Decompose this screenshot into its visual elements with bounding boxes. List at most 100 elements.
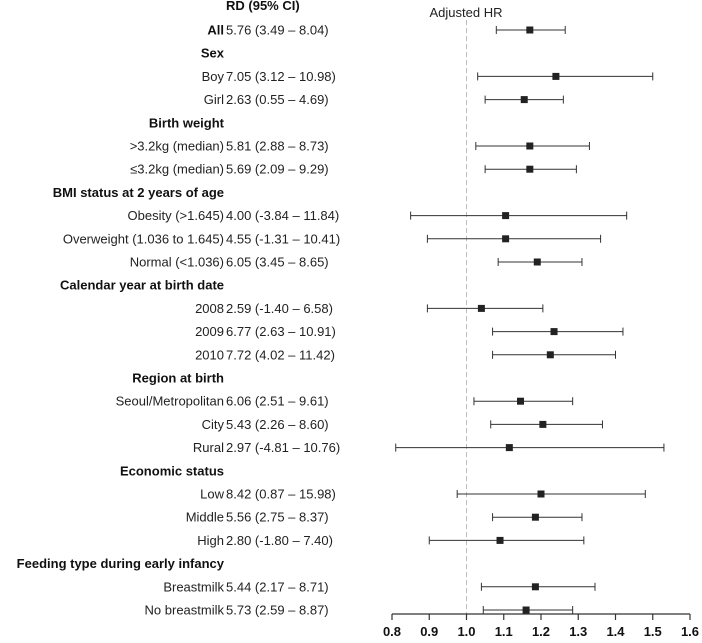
point-estimate xyxy=(552,72,560,80)
row-label: Obesity (>1.645) xyxy=(128,208,224,223)
rd-value: 2.59 (-1.40 – 6.58) xyxy=(226,301,333,316)
row-label: Middle xyxy=(186,510,224,525)
section-label: Calendar year at birth date xyxy=(60,278,224,293)
rd-value: 2.80 (-1.80 – 7.40) xyxy=(226,533,333,548)
subgroup-row: 2010 7.72 (4.02 – 11.42) xyxy=(195,347,616,362)
point-estimate xyxy=(526,26,534,34)
subgroup-row: Middle 5.56 (2.75 – 8.37) xyxy=(186,510,583,525)
point-estimate xyxy=(520,96,528,104)
section-label: Region at birth xyxy=(132,371,224,386)
point-estimate xyxy=(550,328,558,336)
section-row: Calendar year at birth date xyxy=(60,278,224,293)
subgroup-row: Overweight (1.036 to 1.645) 4.55 (-1.31 –… xyxy=(63,231,602,246)
section-label: Economic status xyxy=(120,463,224,478)
subgroup-row: Obesity (>1.645) 4.00 (-3.84 – 11.84) xyxy=(128,208,628,223)
point-estimate xyxy=(502,235,510,243)
point-estimate xyxy=(531,583,539,591)
x-tick-label: 1.4 xyxy=(606,624,625,639)
row-label: Girl xyxy=(204,92,224,107)
row-label: 2010 xyxy=(195,347,224,362)
row-label: >3.2kg (median) xyxy=(130,139,224,154)
rd-value: 6.77 (2.63 – 10.91) xyxy=(226,324,336,339)
subgroup-row: High 2.80 (-1.80 – 7.40) xyxy=(197,533,585,548)
point-estimate xyxy=(531,513,539,521)
row-label: ≤3.2kg (median) xyxy=(130,162,224,177)
subgroup-row: Seoul/Metropolitan 6.06 (2.51 – 9.61) xyxy=(116,394,574,409)
rd-value: 5.44 (2.17 – 8.71) xyxy=(226,579,329,594)
x-tick-label: 1.2 xyxy=(532,624,550,639)
subgroup-row: Breastmilk 5.44 (2.17 – 8.71) xyxy=(163,579,596,594)
rd-value: 7.05 (3.12 – 10.98) xyxy=(226,69,336,84)
column-header: RD (95% CI) xyxy=(226,0,300,13)
x-tick-label: 1.3 xyxy=(569,624,587,639)
rd-value: 4.55 (-1.31 – 10.41) xyxy=(226,231,340,246)
section-row: All 5.76 (3.49 – 8.04) xyxy=(207,23,566,38)
section-label: Birth weight xyxy=(149,115,225,130)
section-row: Region at birth xyxy=(132,371,224,386)
subgroup-row: City 5.43 (2.26 – 8.60) xyxy=(202,417,603,432)
point-estimate xyxy=(517,397,525,405)
rd-value: 2.63 (0.55 – 4.69) xyxy=(226,92,329,107)
point-estimate xyxy=(477,304,485,312)
subgroup-row: ≤3.2kg (median) 5.69 (2.09 – 9.29) xyxy=(130,162,577,177)
point-estimate xyxy=(533,258,541,266)
rd-value: 5.43 (2.26 – 8.60) xyxy=(226,417,329,432)
row-label: 2009 xyxy=(195,324,224,339)
reference-label: Adjusted HR xyxy=(430,5,503,20)
row-label: City xyxy=(202,417,225,432)
subgroup-row: 2008 2.59 (-1.40 – 6.58) xyxy=(195,301,544,316)
point-estimate xyxy=(539,420,547,428)
point-estimate xyxy=(526,142,534,150)
row-label: Rural xyxy=(193,440,224,455)
point-estimate xyxy=(505,444,513,452)
subgroup-row: 2009 6.77 (2.63 – 10.91) xyxy=(195,324,624,339)
rd-value: 8.42 (0.87 – 15.98) xyxy=(226,487,336,502)
rd-value: 5.73 (2.59 – 8.87) xyxy=(226,603,329,618)
subgroup-row: Normal (<1.036) 6.05 (3.45 – 8.65) xyxy=(130,255,583,270)
row-label: Breastmilk xyxy=(163,579,224,594)
row-label: Normal (<1.036) xyxy=(130,255,224,270)
point-estimate xyxy=(546,351,554,359)
rd-value: 5.81 (2.88 – 8.73) xyxy=(226,139,329,154)
row-label: 2008 xyxy=(195,301,224,316)
rd-value: 2.97 (-4.81 – 10.76) xyxy=(226,440,340,455)
row-label: Boy xyxy=(202,69,225,84)
x-tick-label: 1.1 xyxy=(495,624,513,639)
x-tick-label: 0.9 xyxy=(420,624,438,639)
x-tick-label: 1.6 xyxy=(681,624,699,639)
section-label: Sex xyxy=(201,46,225,61)
section-row: Feeding type during early infancy xyxy=(17,556,225,571)
section-label: Feeding type during early infancy xyxy=(17,556,225,571)
row-label: Seoul/Metropolitan xyxy=(116,394,224,409)
point-estimate xyxy=(526,165,534,173)
rd-value: 5.69 (2.09 – 9.29) xyxy=(226,162,329,177)
section-row: BMI status at 2 years of age xyxy=(53,185,224,200)
rd-value: 5.56 (2.75 – 8.37) xyxy=(226,510,329,525)
rd-value: 5.76 (3.49 – 8.04) xyxy=(226,23,329,38)
subgroup-row: Low 8.42 (0.87 – 15.98) xyxy=(200,487,646,502)
point-estimate xyxy=(496,536,504,544)
subgroup-row: Girl 2.63 (0.55 – 4.69) xyxy=(204,92,564,107)
subgroup-row: Rural 2.97 (-4.81 – 10.76) xyxy=(193,440,665,455)
row-label: Low xyxy=(200,487,224,502)
section-row: Economic status xyxy=(120,463,224,478)
point-estimate xyxy=(522,606,530,614)
point-estimate xyxy=(537,490,545,498)
section-row: Birth weight xyxy=(149,115,225,130)
rd-value: 7.72 (4.02 – 11.42) xyxy=(226,347,335,362)
subgroup-row: No breastmilk 5.73 (2.59 – 8.87) xyxy=(145,603,574,618)
subgroup-row: >3.2kg (median) 5.81 (2.88 – 8.73) xyxy=(130,139,590,154)
section-row: Sex xyxy=(201,46,225,61)
section-label: All xyxy=(207,23,224,38)
row-label: No breastmilk xyxy=(145,603,225,618)
row-label: High xyxy=(197,533,224,548)
x-tick-label: 1.5 xyxy=(644,624,662,639)
section-label: BMI status at 2 years of age xyxy=(53,185,224,200)
subgroup-row: Boy 7.05 (3.12 – 10.98) xyxy=(202,69,654,84)
x-tick-label: 0.8 xyxy=(383,624,401,639)
rd-value: 6.05 (3.45 – 8.65) xyxy=(226,255,329,270)
rd-value: 4.00 (-3.84 – 11.84) xyxy=(226,208,339,223)
x-tick-label: 1.0 xyxy=(457,624,475,639)
rd-value: 6.06 (2.51 – 9.61) xyxy=(226,394,329,409)
